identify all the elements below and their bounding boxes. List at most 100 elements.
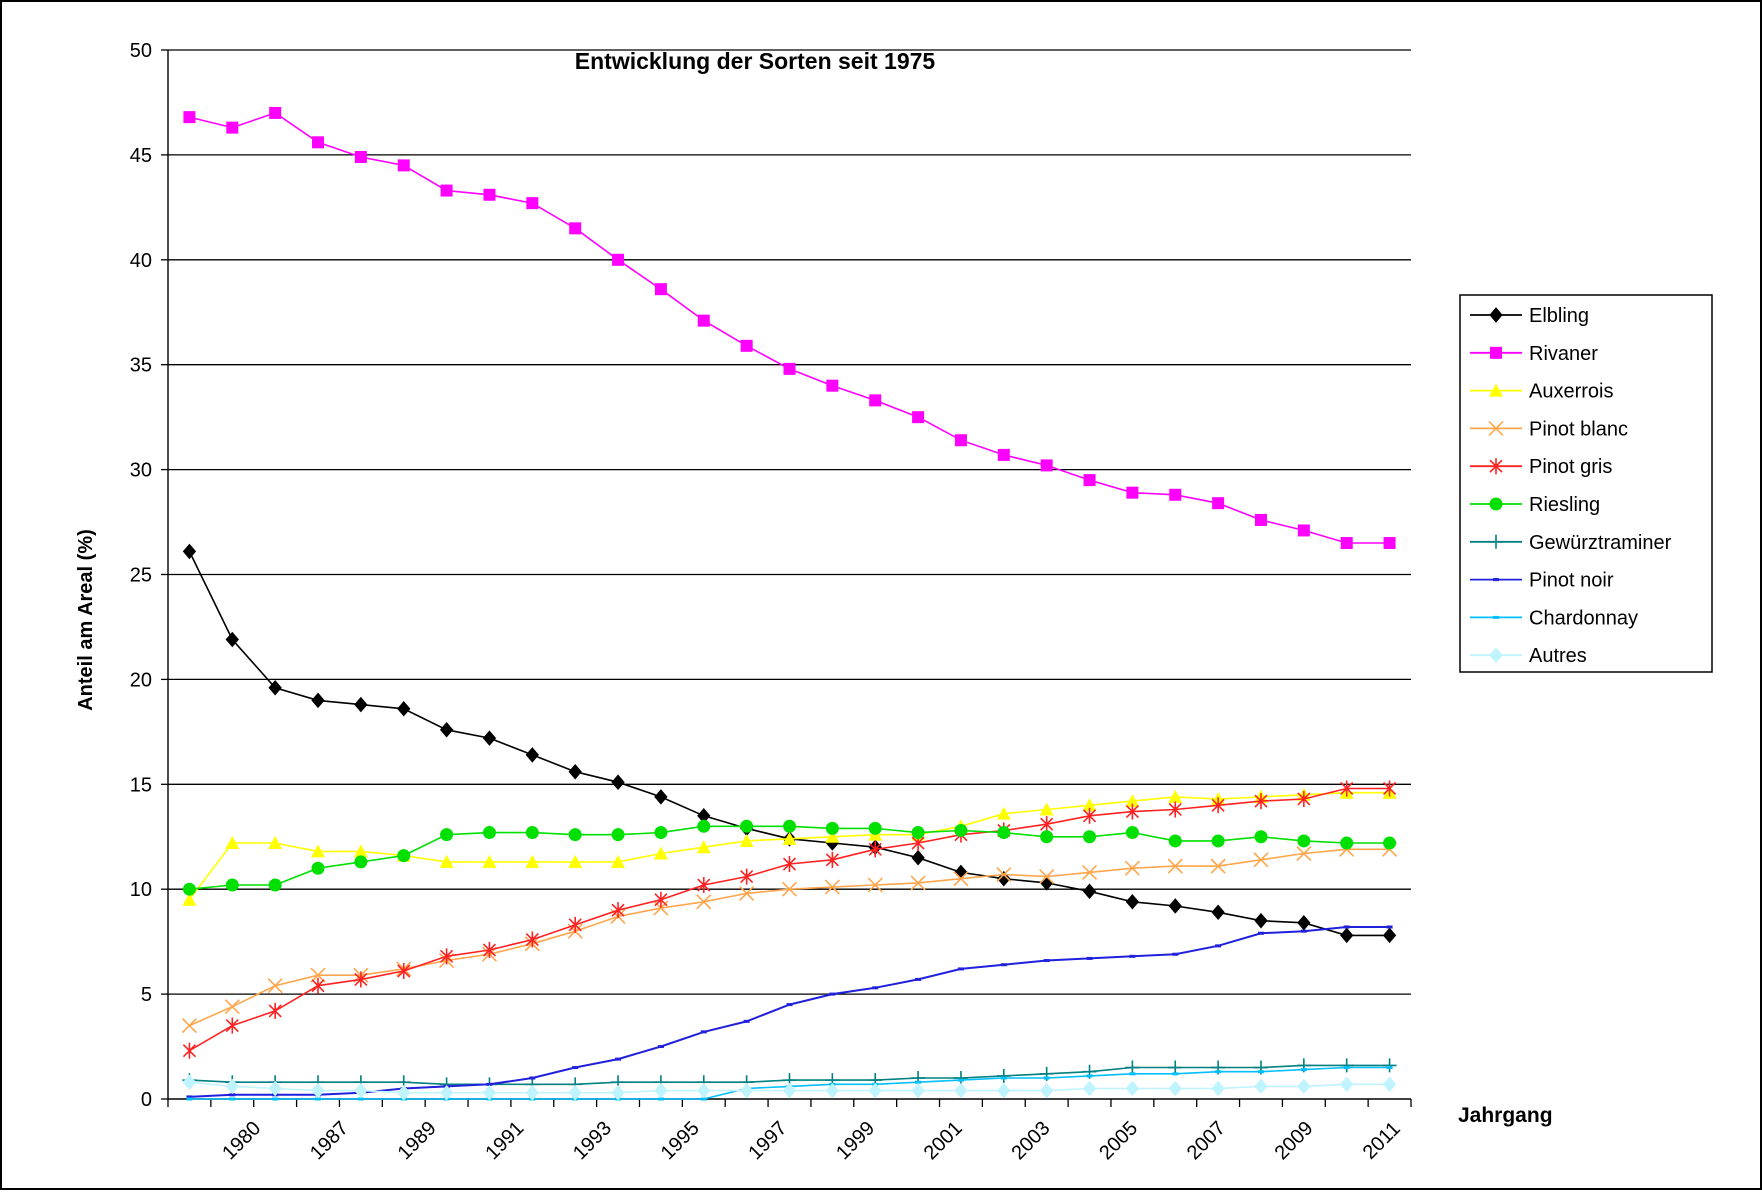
data-point xyxy=(1172,1072,1179,1076)
series-riesling xyxy=(182,819,1397,896)
data-point xyxy=(182,892,197,906)
data-point xyxy=(268,680,282,696)
data-point xyxy=(825,821,839,835)
data-point xyxy=(657,1045,664,1049)
legend-label: Gewürztraminer xyxy=(1529,532,1672,554)
data-point xyxy=(611,828,625,842)
data-point xyxy=(268,878,282,892)
data-point xyxy=(786,1003,793,1007)
data-point xyxy=(1081,864,1098,880)
data-point xyxy=(1039,869,1055,885)
data-point xyxy=(1043,1076,1050,1080)
data-point xyxy=(1082,883,1097,900)
data-point xyxy=(1125,1080,1140,1097)
data-point xyxy=(1086,1074,1093,1078)
data-point xyxy=(353,844,368,858)
legend-label: Pinot blanc xyxy=(1529,418,1628,440)
data-point xyxy=(1040,830,1054,844)
data-point xyxy=(225,1078,239,1095)
data-point xyxy=(911,849,925,866)
data-point xyxy=(996,1068,1011,1083)
data-point xyxy=(740,339,753,352)
data-point xyxy=(526,197,539,210)
data-point xyxy=(1257,1070,1264,1074)
legend-label: Riesling xyxy=(1529,494,1600,516)
data-point xyxy=(612,253,625,266)
data-point xyxy=(482,942,497,959)
data-point xyxy=(224,999,240,1015)
data-point xyxy=(1124,860,1140,876)
data-point xyxy=(868,821,882,835)
y-tick-label: 0 xyxy=(141,1089,152,1111)
data-point xyxy=(486,1082,493,1086)
legend-item: Gewürztraminer xyxy=(1470,532,1672,554)
data-point xyxy=(1168,834,1182,848)
data-point xyxy=(312,136,325,149)
data-point xyxy=(483,188,496,201)
data-point xyxy=(611,854,626,868)
legend-item: Pinot gris xyxy=(1470,456,1612,478)
data-point xyxy=(182,1042,196,1059)
data-point xyxy=(482,854,497,868)
data-point xyxy=(783,819,796,833)
series-gew-rztraminer xyxy=(182,1058,1397,1092)
data-point xyxy=(615,1057,622,1061)
data-point xyxy=(1300,1068,1307,1072)
data-point xyxy=(1253,852,1269,868)
data-point xyxy=(1339,1058,1354,1073)
data-point xyxy=(311,977,325,994)
data-point xyxy=(1254,830,1268,844)
data-point xyxy=(1040,1082,1054,1099)
x-axis-label: Jahrgang xyxy=(1458,1104,1553,1127)
data-point xyxy=(1211,1080,1225,1097)
data-point xyxy=(311,1082,325,1099)
data-point xyxy=(226,121,239,134)
data-point xyxy=(654,826,668,840)
legend-item: Elbling xyxy=(1470,305,1589,327)
data-point xyxy=(1082,807,1097,824)
data-point xyxy=(1297,834,1311,848)
legend-marker xyxy=(1493,578,1499,582)
data-point xyxy=(310,967,326,983)
legend-label: Auxerrois xyxy=(1529,381,1613,403)
data-point xyxy=(782,831,797,845)
data-point xyxy=(182,882,196,896)
data-point xyxy=(1340,780,1354,797)
data-point xyxy=(657,1097,664,1101)
data-point xyxy=(1039,802,1054,816)
series-pinot-blanc xyxy=(181,841,1398,1034)
data-point xyxy=(183,111,196,124)
data-point xyxy=(354,150,367,163)
legend-marker xyxy=(1489,497,1503,511)
data-point xyxy=(1125,826,1139,840)
y-axis-label: Anteil am Areal (%) xyxy=(75,529,97,711)
data-point xyxy=(997,448,1010,461)
data-point xyxy=(268,1080,282,1097)
data-point xyxy=(700,1097,707,1101)
legend-label: Rivaner xyxy=(1529,343,1598,365)
legend-item: Rivaner xyxy=(1470,343,1598,365)
data-point xyxy=(957,1078,964,1082)
data-point xyxy=(525,1084,539,1101)
data-point xyxy=(1215,944,1222,948)
data-point xyxy=(700,1030,707,1034)
data-point xyxy=(654,283,667,296)
data-point xyxy=(1172,952,1179,956)
data-point xyxy=(357,1097,364,1101)
data-point xyxy=(397,849,411,863)
data-point xyxy=(529,1076,536,1080)
data-point xyxy=(1382,927,1397,944)
data-point xyxy=(696,894,712,910)
data-point xyxy=(269,106,282,119)
legend-item: Pinot blanc xyxy=(1470,418,1628,440)
legend-marker xyxy=(1490,346,1502,359)
data-point xyxy=(739,833,754,847)
data-point xyxy=(824,879,840,895)
data-point xyxy=(872,986,879,990)
data-point xyxy=(868,841,882,858)
data-point xyxy=(740,819,754,833)
data-point xyxy=(482,826,496,840)
data-point xyxy=(1211,797,1225,814)
data-point xyxy=(525,747,539,763)
data-point xyxy=(1082,1080,1097,1097)
